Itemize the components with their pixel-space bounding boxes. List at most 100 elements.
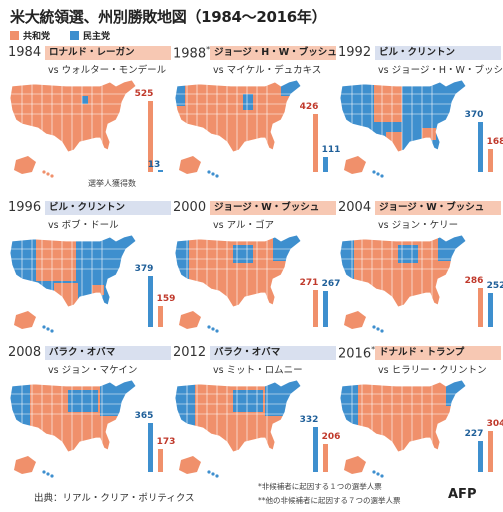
state-region bbox=[82, 96, 88, 104]
bar-republican bbox=[313, 114, 318, 172]
value-label-democrat: 111 bbox=[321, 145, 341, 155]
value-label-democrat: 370 bbox=[464, 110, 484, 121]
page-title: 米大統領選、州別勝敗地図（1984〜2016年） bbox=[10, 8, 327, 26]
us-map bbox=[174, 234, 302, 333]
legend-label-democrat: 民主党 bbox=[83, 32, 111, 42]
opponent-name: vs ジョージ・H・W・ブッシュ bbox=[378, 65, 503, 76]
footnote-2: **他の非候補者に起因する７つの選挙人票 bbox=[258, 496, 401, 505]
state-region bbox=[374, 82, 402, 122]
opponent-name: vs ジョン・ケリー bbox=[378, 220, 459, 231]
state-region bbox=[68, 390, 98, 412]
value-label-democrat: 13 bbox=[147, 160, 161, 170]
alaska-shape bbox=[179, 156, 201, 174]
alaska-shape bbox=[344, 311, 366, 329]
bar-democrat bbox=[313, 427, 318, 472]
state-region bbox=[398, 245, 418, 263]
election-year: 2012 bbox=[173, 345, 207, 360]
election-year: 2016** bbox=[338, 345, 379, 361]
opponent-name: vs ミット・ロムニー bbox=[213, 365, 303, 376]
state-region bbox=[438, 235, 466, 261]
hawaii-shape bbox=[42, 470, 46, 474]
hawaii-shape bbox=[46, 472, 50, 476]
state-region bbox=[233, 390, 263, 412]
election-panel-1984: 1984 ロナルド・レーガン vs ウォルター・モンデール 525 13 選挙人獲得数 bbox=[8, 44, 171, 199]
election-panel-2012: 2012 バラク・オバマ vs ミット・ロムニー 332 206 bbox=[173, 344, 340, 499]
state-region bbox=[233, 245, 253, 263]
alaska-shape bbox=[14, 456, 36, 474]
alaska-shape bbox=[14, 156, 36, 174]
hawaii-shape bbox=[376, 172, 380, 176]
hawaii-shape bbox=[380, 174, 384, 178]
value-label-republican: 304 bbox=[486, 418, 503, 429]
hawaii-shape bbox=[215, 174, 219, 178]
hawaii-shape bbox=[372, 325, 376, 329]
election-year: 2004 bbox=[338, 200, 372, 215]
hawaii-shape bbox=[215, 329, 219, 333]
bar-democrat bbox=[148, 422, 153, 472]
value-label-democrat: 267 bbox=[321, 278, 341, 289]
state-region bbox=[340, 380, 358, 452]
opponent-name: vs マイケル・デュカキス bbox=[213, 65, 322, 76]
winner-name: ロナルド・レーガン bbox=[45, 46, 171, 60]
legend-label-republican: 共和党 bbox=[23, 32, 51, 42]
hawaii-shape bbox=[46, 327, 50, 331]
state-region bbox=[92, 285, 104, 295]
election-year: 1984 bbox=[8, 45, 42, 60]
hawaii-shape bbox=[372, 170, 376, 174]
bar-democrat bbox=[158, 170, 163, 172]
winner-name: ドナルド・トランプ bbox=[375, 346, 501, 360]
hawaii-shape bbox=[380, 329, 384, 333]
value-label-democrat: 379 bbox=[134, 263, 154, 274]
hawaii-shape bbox=[207, 325, 211, 329]
election-panel-1992: 1992 ビル・クリントン vs ジョージ・H・W・ブッシュ 370 168 bbox=[338, 44, 503, 199]
election-year: 1988* bbox=[173, 45, 211, 62]
value-label-republican: 173 bbox=[156, 436, 176, 447]
hawaii-shape bbox=[207, 470, 211, 474]
value-label-democrat: 252 bbox=[486, 280, 503, 291]
alaska-shape bbox=[179, 456, 201, 474]
legend-swatch-republican bbox=[10, 31, 19, 40]
state-region bbox=[175, 80, 185, 106]
state-region bbox=[243, 94, 253, 110]
us-map bbox=[9, 234, 137, 333]
hawaii-shape bbox=[376, 327, 380, 331]
hawaii-shape bbox=[376, 472, 380, 476]
legend-swatch-democrat bbox=[70, 31, 79, 40]
bar-republican bbox=[148, 101, 153, 172]
hawaii-shape bbox=[372, 470, 376, 474]
value-label-democrat: 365 bbox=[134, 410, 154, 421]
winner-name: ジョージ・H・W・ブッシュ bbox=[210, 46, 336, 60]
state-region bbox=[446, 380, 466, 406]
winner-name: ビル・クリントン bbox=[45, 201, 171, 215]
us-map bbox=[9, 379, 137, 478]
election-panel-1988: 1988* ジョージ・H・W・ブッシュ vs マイケル・デュカキス 426 111 bbox=[173, 44, 340, 199]
hawaii-shape bbox=[207, 170, 211, 174]
hawaii-shape bbox=[50, 474, 54, 478]
hawaii-shape bbox=[42, 170, 46, 174]
bar-republican bbox=[488, 430, 493, 472]
value-label-republican: 206 bbox=[321, 432, 341, 443]
bar-democrat bbox=[488, 292, 493, 327]
hawaii-shape bbox=[50, 174, 54, 178]
value-label-democrat: 332 bbox=[299, 415, 319, 426]
hawaii-shape bbox=[42, 325, 46, 329]
opponent-name: vs アル・ゴア bbox=[213, 220, 274, 231]
hawaii-shape bbox=[50, 329, 54, 333]
value-label-republican: 271 bbox=[299, 278, 319, 289]
electoral-votes-label: 選挙人獲得数 bbox=[88, 179, 136, 188]
state-region bbox=[36, 235, 76, 281]
agency-logo: AFP bbox=[448, 487, 477, 502]
state-region bbox=[422, 128, 436, 140]
value-label-republican: 286 bbox=[464, 276, 484, 287]
election-panel-2000: 2000 ジョージ・W・ブッシュ vs アル・ゴア 271 267 bbox=[173, 199, 340, 354]
value-label-republican: 525 bbox=[134, 89, 154, 100]
winner-name: ビル・クリントン bbox=[375, 46, 501, 60]
winner-name: バラク・オバマ bbox=[210, 346, 336, 360]
election-year: 2000 bbox=[173, 200, 207, 215]
footnote-1: *非候補者に起因する１つの選挙人票 bbox=[258, 482, 382, 491]
state-region bbox=[386, 132, 402, 152]
bar-republican bbox=[313, 290, 318, 327]
hawaii-shape bbox=[380, 474, 384, 478]
bar-republican bbox=[478, 288, 483, 327]
